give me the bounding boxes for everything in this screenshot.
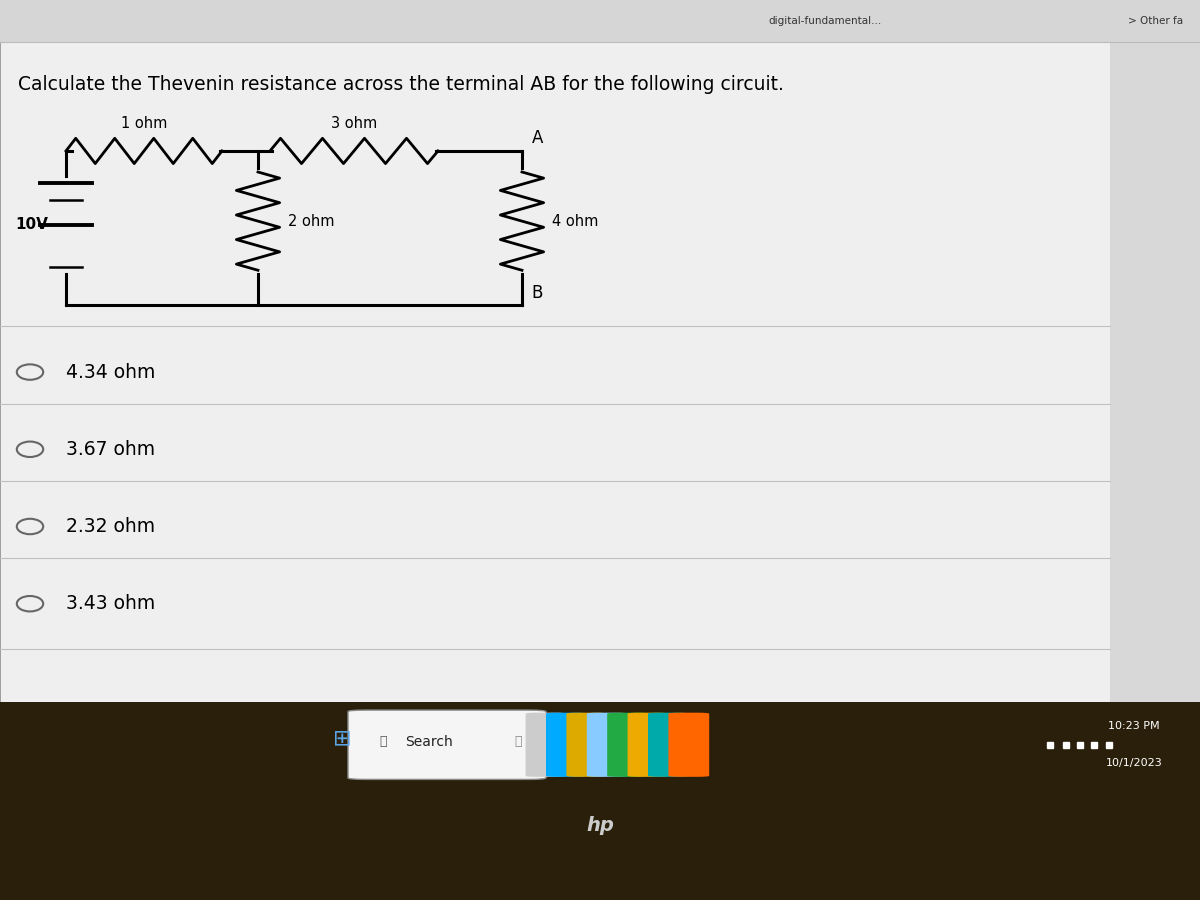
Text: B: B	[532, 284, 542, 302]
Text: 1 ohm: 1 ohm	[121, 116, 167, 131]
Text: 4.34 ohm: 4.34 ohm	[66, 363, 155, 382]
Text: ⊞: ⊞	[332, 730, 352, 750]
FancyBboxPatch shape	[668, 713, 709, 777]
FancyBboxPatch shape	[648, 713, 689, 777]
Text: 4 ohm: 4 ohm	[552, 213, 599, 229]
Text: 10/1/2023: 10/1/2023	[1105, 759, 1163, 769]
FancyBboxPatch shape	[1110, 42, 1200, 702]
Text: A: A	[532, 130, 542, 148]
Text: > Other fa: > Other fa	[1128, 16, 1183, 26]
FancyBboxPatch shape	[348, 710, 546, 779]
Text: 2.32 ohm: 2.32 ohm	[66, 517, 155, 536]
FancyBboxPatch shape	[0, 42, 1110, 702]
FancyBboxPatch shape	[0, 0, 1200, 42]
Text: 3.67 ohm: 3.67 ohm	[66, 440, 155, 459]
FancyBboxPatch shape	[607, 713, 648, 777]
Text: 10:23 PM: 10:23 PM	[1108, 721, 1160, 731]
Text: Search: Search	[406, 734, 454, 749]
FancyBboxPatch shape	[526, 713, 566, 777]
Text: 🦊: 🦊	[515, 735, 522, 748]
Text: Calculate the Thevenin resistance across the terminal AB for the following circu: Calculate the Thevenin resistance across…	[18, 75, 784, 94]
Text: 10V: 10V	[16, 217, 48, 232]
Text: hp: hp	[586, 816, 614, 835]
Text: 2 ohm: 2 ohm	[288, 213, 335, 229]
Text: digital-fundamental...: digital-fundamental...	[768, 16, 881, 26]
FancyBboxPatch shape	[546, 713, 587, 777]
Text: 🔍: 🔍	[379, 735, 386, 748]
Text: 3 ohm: 3 ohm	[331, 116, 377, 131]
FancyBboxPatch shape	[587, 713, 628, 777]
FancyBboxPatch shape	[628, 713, 668, 777]
FancyBboxPatch shape	[566, 713, 607, 777]
Text: 3.43 ohm: 3.43 ohm	[66, 594, 155, 613]
